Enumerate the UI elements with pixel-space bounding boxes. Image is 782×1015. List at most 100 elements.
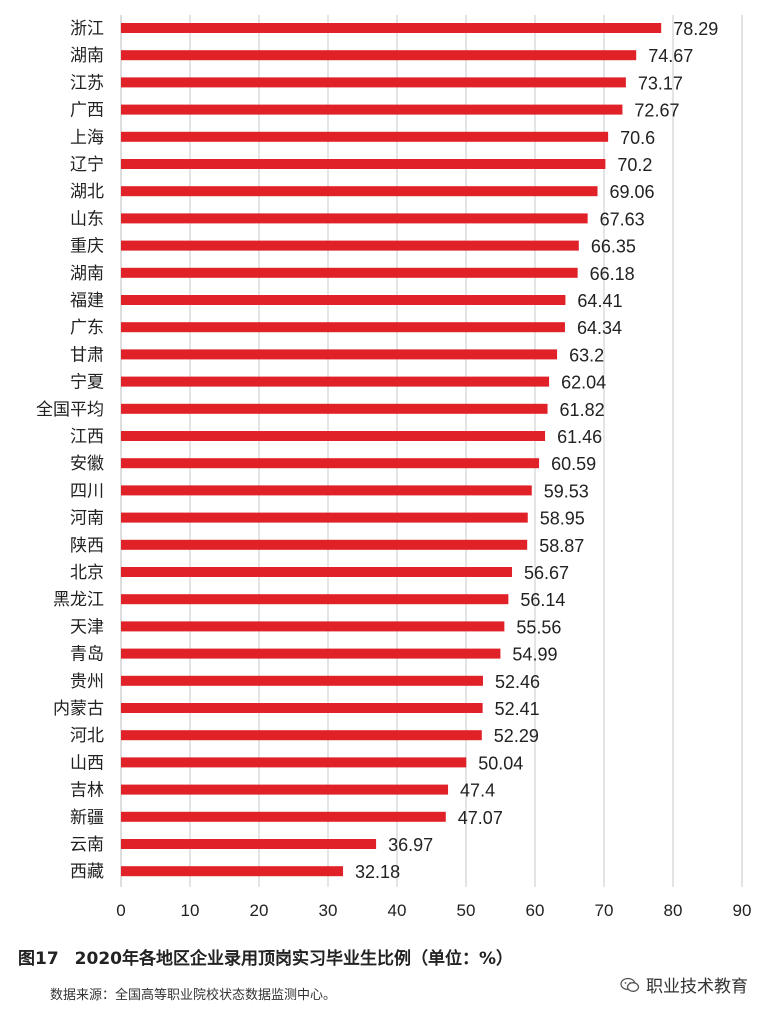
watermark: 职业技术教育: [620, 972, 748, 997]
data-label: 47.4: [460, 781, 495, 801]
bar: [121, 50, 637, 61]
x-tick-label: 0: [116, 901, 125, 920]
bar: [121, 104, 623, 115]
data-label: 56.14: [520, 590, 565, 610]
category-label: 青岛: [70, 645, 104, 665]
x-tick-label: 70: [595, 901, 614, 920]
bar: [121, 675, 483, 686]
bar: [121, 267, 578, 278]
category-label: 全国平均: [36, 400, 104, 420]
category-label: 湖北: [70, 182, 104, 202]
category-label: 福建: [70, 291, 104, 311]
category-label: 河南: [70, 509, 104, 529]
x-tick-label: 50: [457, 901, 476, 920]
wechat-icon: [620, 977, 640, 992]
bar: [121, 866, 344, 877]
data-label: 52.41: [495, 699, 540, 719]
bar: [121, 295, 566, 305]
bar: [121, 757, 467, 768]
category-label: 重庆: [70, 237, 104, 257]
data-label: 72.67: [634, 101, 679, 121]
category-label: 西藏: [70, 862, 104, 882]
bar: [121, 485, 532, 496]
category-label: 云南: [70, 835, 104, 855]
bar-chart: 0 10 20 30 40 50 60 70 80 90 浙江 78.29 湖南 74.67 江苏 73.17…: [36, 15, 752, 920]
data-label: 47.07: [458, 808, 503, 828]
bar: [121, 213, 588, 224]
bar: [121, 811, 446, 822]
data-label: 32.18: [355, 862, 400, 882]
data-label: 61.46: [557, 427, 602, 447]
category-label: 河北: [70, 726, 104, 746]
category-label: 湖南: [70, 264, 104, 284]
data-label: 59.53: [544, 481, 589, 501]
category-label: 安徽: [70, 454, 104, 474]
bar: [121, 403, 548, 414]
data-label: 70.6: [620, 128, 655, 148]
bar: [121, 512, 528, 523]
figure-title: 2020年各地区企业录用顶岗实习毕业生比例（单位：%）: [74, 949, 514, 969]
x-tick-label: 60: [526, 901, 545, 920]
data-label: 64.41: [577, 291, 622, 311]
data-label: 36.97: [388, 835, 433, 855]
category-label: 浙江: [70, 19, 104, 39]
bar: [121, 77, 626, 88]
category-label: 山东: [70, 209, 104, 229]
x-tick-label: 90: [733, 901, 752, 920]
bar: [121, 431, 546, 441]
bar: [121, 376, 550, 387]
data-label: 66.18: [590, 264, 635, 284]
data-label: 69.06: [610, 182, 655, 202]
category-label: 上海: [70, 128, 104, 148]
category-label: 江西: [70, 427, 104, 447]
category-label: 江苏: [70, 73, 104, 93]
bar: [121, 349, 558, 360]
category-label: 四川: [70, 481, 104, 501]
bar: [121, 240, 579, 251]
data-label: 61.82: [560, 400, 605, 420]
data-label: 52.46: [495, 672, 540, 692]
bar: [121, 322, 565, 333]
data-label: 52.29: [494, 726, 539, 746]
figure-caption: 图17 2020年各地区企业录用顶岗实习毕业生比例（单位：%）: [18, 944, 513, 969]
bar: [121, 186, 598, 197]
bar: [121, 539, 528, 550]
bar: [121, 621, 505, 632]
bar: [121, 784, 449, 795]
data-label: 66.35: [591, 237, 636, 257]
data-label: 58.95: [540, 509, 585, 529]
category-label: 内蒙古: [53, 699, 104, 719]
bar: [121, 648, 501, 659]
category-label: 甘肃: [70, 345, 104, 365]
data-label: 78.29: [673, 19, 718, 39]
bar: [121, 730, 482, 741]
data-label: 67.63: [600, 209, 645, 229]
data-label: 63.2: [569, 345, 604, 365]
data-label: 70.2: [617, 155, 652, 175]
category-label: 山西: [70, 753, 104, 773]
data-label: 54.99: [512, 645, 557, 665]
x-tick-label: 30: [319, 901, 338, 920]
x-tick-label: 10: [181, 901, 200, 920]
bar: [121, 23, 662, 33]
category-label: 天津: [70, 617, 104, 637]
category-label: 广东: [70, 318, 104, 338]
x-tick-label: 80: [664, 901, 683, 920]
bar: [121, 839, 377, 849]
data-label: 58.87: [539, 536, 584, 556]
bar: [121, 458, 540, 469]
category-label: 吉林: [70, 781, 104, 801]
bar: [121, 703, 483, 713]
category-label: 黑龙江: [53, 590, 104, 610]
bar: [121, 594, 509, 605]
source-note: 数据来源：全国高等职业院校状态数据监测中心。: [50, 988, 337, 1003]
bar: [121, 131, 609, 142]
data-label: 55.56: [516, 617, 561, 637]
category-label: 辽宁: [70, 155, 104, 175]
data-label: 62.04: [561, 373, 606, 393]
category-label: 新疆: [70, 808, 104, 828]
category-label: 贵州: [70, 672, 104, 692]
data-label: 64.34: [577, 318, 622, 338]
category-label: 陕西: [70, 536, 104, 556]
bar: [121, 567, 513, 577]
